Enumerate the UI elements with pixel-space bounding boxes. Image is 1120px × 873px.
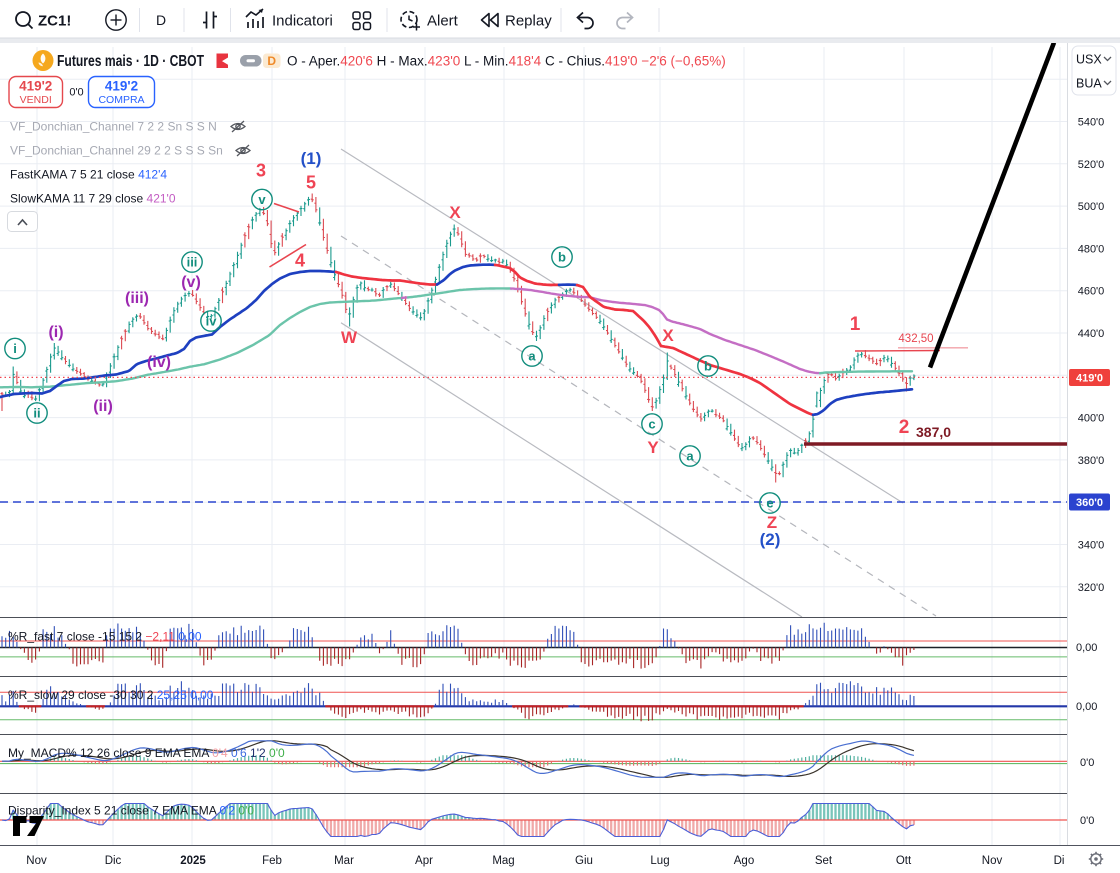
svg-text:500'0: 500'0 xyxy=(1078,201,1105,213)
svg-text:BUA: BUA xyxy=(1076,77,1102,91)
svg-text:Ott: Ott xyxy=(896,855,912,867)
svg-text:ii: ii xyxy=(33,406,40,421)
svg-text:c: c xyxy=(648,417,655,432)
svg-text:iii: iii xyxy=(187,255,198,270)
svg-text:1: 1 xyxy=(850,314,861,335)
svg-text:0,00: 0,00 xyxy=(1076,701,1097,713)
svg-text:Lug: Lug xyxy=(650,855,669,867)
svg-text:520'0: 520'0 xyxy=(1078,159,1105,171)
svg-text:Di: Di xyxy=(1054,855,1065,867)
svg-text:480'0: 480'0 xyxy=(1078,243,1105,255)
svg-text:W: W xyxy=(341,328,358,347)
svg-text:Futures mais · 1D · CBOT: Futures mais · 1D · CBOT xyxy=(57,53,204,70)
svg-text:Dic: Dic xyxy=(105,855,122,867)
svg-text:e: e xyxy=(766,496,773,511)
svg-text:2: 2 xyxy=(899,417,910,438)
svg-text:X: X xyxy=(449,203,461,222)
svg-text:(iv): (iv) xyxy=(147,354,171,371)
svg-text:USX: USX xyxy=(1076,53,1102,67)
svg-text:Feb: Feb xyxy=(262,855,282,867)
svg-text:(i): (i) xyxy=(48,324,63,341)
svg-text:Alert: Alert xyxy=(427,13,459,30)
svg-text:COMPRA: COMPRA xyxy=(98,94,144,106)
svg-text:SlowKAMA 11 7 29 close 421'0: SlowKAMA 11 7 29 close 421'0 xyxy=(10,192,176,206)
svg-text:Apr: Apr xyxy=(415,855,433,867)
svg-text:Nov: Nov xyxy=(26,855,47,867)
svg-text:%R_slow 29 close -30 30 2 25,2: %R_slow 29 close -30 30 2 25,25 0,00 xyxy=(8,688,214,702)
svg-text:0'0: 0'0 xyxy=(1080,757,1094,769)
svg-text:0,00: 0,00 xyxy=(1076,642,1097,654)
svg-text:419'2: 419'2 xyxy=(105,79,138,94)
svg-text:540'0: 540'0 xyxy=(1078,117,1105,129)
svg-text:D: D xyxy=(267,54,276,68)
svg-text:3: 3 xyxy=(256,161,266,181)
svg-text:(iii): (iii) xyxy=(125,290,149,307)
svg-text:400'0: 400'0 xyxy=(1078,413,1105,425)
svg-text:i: i xyxy=(13,341,17,356)
svg-text:432,50: 432,50 xyxy=(898,333,933,345)
svg-text:419'0: 419'0 xyxy=(1076,373,1103,385)
svg-text:a: a xyxy=(528,349,536,364)
svg-text:320'0: 320'0 xyxy=(1078,582,1105,594)
svg-text:Disparity_Index 5 21 close 7 E: Disparity_Index 5 21 close 7 EMA EMA 0'2… xyxy=(8,804,254,818)
svg-text:b: b xyxy=(704,359,712,374)
svg-text:v: v xyxy=(258,192,266,207)
svg-text:360'0: 360'0 xyxy=(1076,497,1103,509)
svg-text:Giu: Giu xyxy=(575,855,593,867)
svg-text:FastKAMA 7 5 21 close 412'4: FastKAMA 7 5 21 close 412'4 xyxy=(10,168,167,182)
svg-text:D: D xyxy=(156,12,166,28)
svg-text:VF_Donchian_Channel 7 2 2 Sn S: VF_Donchian_Channel 7 2 2 Sn S S N xyxy=(10,120,217,134)
svg-text:380'0: 380'0 xyxy=(1078,455,1105,467)
svg-text:(1): (1) xyxy=(301,149,322,168)
svg-text:Nov: Nov xyxy=(982,855,1003,867)
svg-text:Ago: Ago xyxy=(734,855,754,867)
svg-text:iv: iv xyxy=(206,314,218,329)
svg-text:4: 4 xyxy=(295,251,305,271)
svg-text:Z: Z xyxy=(767,513,777,532)
svg-text:X: X xyxy=(662,326,674,345)
svg-text:0'0: 0'0 xyxy=(1080,815,1094,827)
svg-text:5: 5 xyxy=(306,173,316,193)
svg-text:VENDI: VENDI xyxy=(20,94,52,106)
svg-text:(ii): (ii) xyxy=(93,398,113,415)
svg-text:(v): (v) xyxy=(181,274,201,291)
svg-text:Indicatori: Indicatori xyxy=(272,13,333,30)
svg-text:340'0: 340'0 xyxy=(1078,540,1105,552)
svg-text:VF_Donchian_Channel 29 2 2 S S: VF_Donchian_Channel 29 2 2 S S S Sn xyxy=(10,144,223,158)
svg-text:Replay: Replay xyxy=(505,13,552,30)
svg-text:ZC1!: ZC1! xyxy=(38,13,71,30)
svg-text:%R_fast 7 close -15 15 2 −2,11: %R_fast 7 close -15 15 2 −2,11 0,00 xyxy=(8,630,202,644)
svg-text:b: b xyxy=(558,250,566,265)
svg-text:440'0: 440'0 xyxy=(1078,328,1105,340)
svg-text:My_MACD% 12 26 close 9 EMA EMA: My_MACD% 12 26 close 9 EMA EMA 0'4 0'6 1… xyxy=(8,746,285,760)
svg-text:Mag: Mag xyxy=(492,855,514,867)
svg-text:0'0: 0'0 xyxy=(69,87,83,99)
svg-text:Set: Set xyxy=(815,855,833,867)
svg-text:Y: Y xyxy=(647,438,659,457)
svg-text:a: a xyxy=(686,449,694,464)
svg-text:O - Aper.420'6 H - Max.423'0 L: O - Aper.420'6 H - Max.423'0 L - Min.418… xyxy=(287,54,726,69)
svg-text:387,0: 387,0 xyxy=(916,424,951,440)
svg-text:419'2: 419'2 xyxy=(19,79,52,94)
svg-text:Mar: Mar xyxy=(334,855,354,867)
svg-text:(2): (2) xyxy=(760,530,781,549)
svg-text:460'0: 460'0 xyxy=(1078,286,1105,298)
svg-text:2025: 2025 xyxy=(180,855,206,867)
